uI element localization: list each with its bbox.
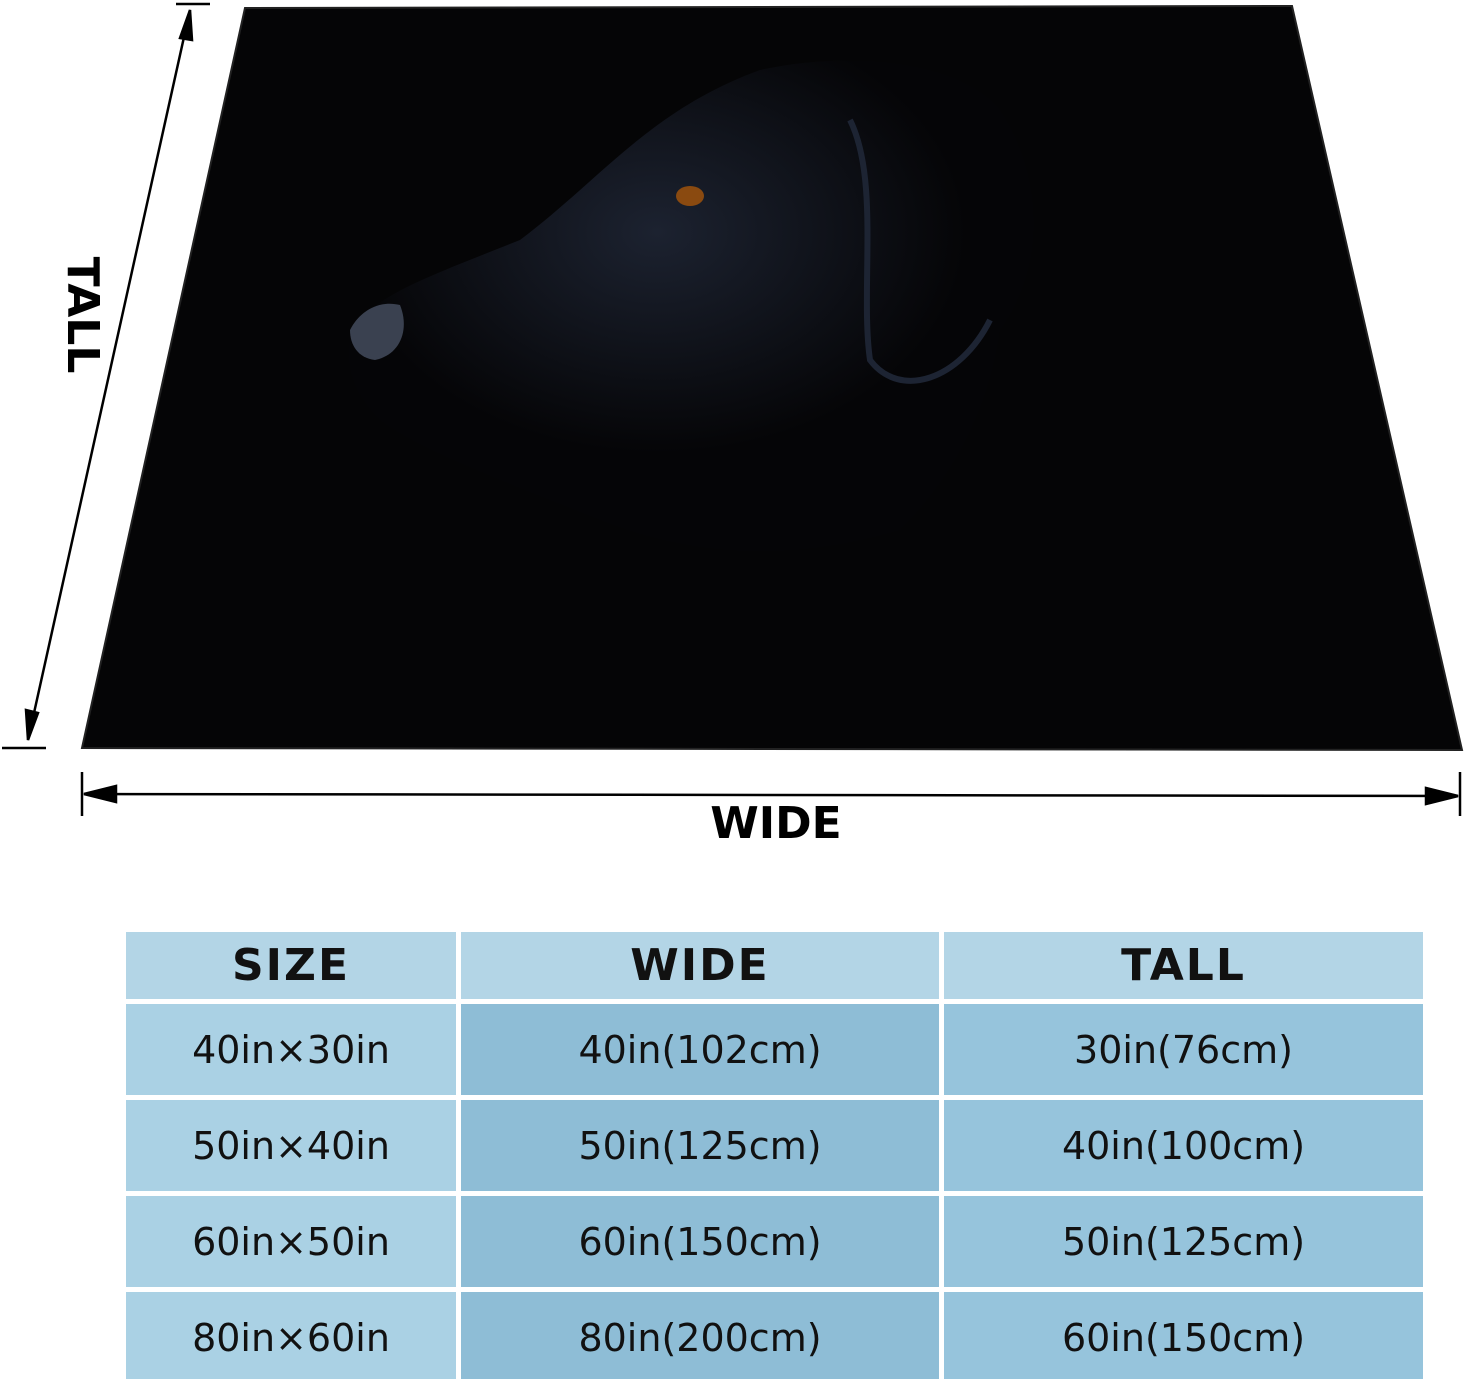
- size-table: SIZE WIDE TALL 40in×30in 40in(102cm) 30in(76…: [121, 927, 1428, 1379]
- tall-label: TALL: [57, 257, 108, 374]
- header-cell: SIZE: [126, 932, 456, 999]
- table-cell: 60in(150cm): [461, 1196, 939, 1287]
- wide-arrow: [83, 792, 1459, 798]
- table-cell: 50in×40in: [126, 1100, 456, 1191]
- table-row: 50in×40in 50in(125cm) 40in(100cm): [126, 1100, 1423, 1191]
- table-cell: 60in×50in: [126, 1196, 456, 1287]
- arrowhead: [1424, 786, 1459, 806]
- table-cell: 80in(200cm): [461, 1292, 939, 1379]
- dog-ear: [847, 118, 993, 384]
- header-cell: TALL: [944, 932, 1423, 999]
- table-cell: 40in(102cm): [461, 1004, 939, 1095]
- table-row: 60in×50in 60in(150cm) 50in(125cm): [126, 1196, 1423, 1287]
- table-cell: 30in(76cm): [944, 1004, 1423, 1095]
- blanket-diagram: TALL WIDE: [2, 2, 1464, 849]
- table-cell: 50in(125cm): [461, 1100, 939, 1191]
- dog-nose: [350, 303, 404, 360]
- table-cell: 40in(100cm): [944, 1100, 1423, 1191]
- arrowhead: [83, 784, 118, 804]
- header-cell: WIDE: [461, 932, 939, 999]
- table-cell: 80in×60in: [126, 1292, 456, 1379]
- table-cell: 40in×30in: [126, 1004, 456, 1095]
- table-row: 40in×30in 40in(102cm) 30in(76cm): [126, 1004, 1423, 1095]
- tall-arrow: [26, 9, 192, 741]
- arrowhead: [24, 708, 40, 741]
- table-cell: 50in(125cm): [944, 1196, 1423, 1287]
- table-row: 80in×60in 80in(200cm) 60in(150cm): [126, 1292, 1423, 1379]
- header-row: SIZE WIDE TALL: [126, 932, 1423, 999]
- dog-eye: [676, 186, 704, 206]
- table-cell: 60in(150cm): [944, 1292, 1423, 1379]
- arrowhead: [178, 9, 194, 42]
- wide-label: WIDE: [710, 798, 841, 849]
